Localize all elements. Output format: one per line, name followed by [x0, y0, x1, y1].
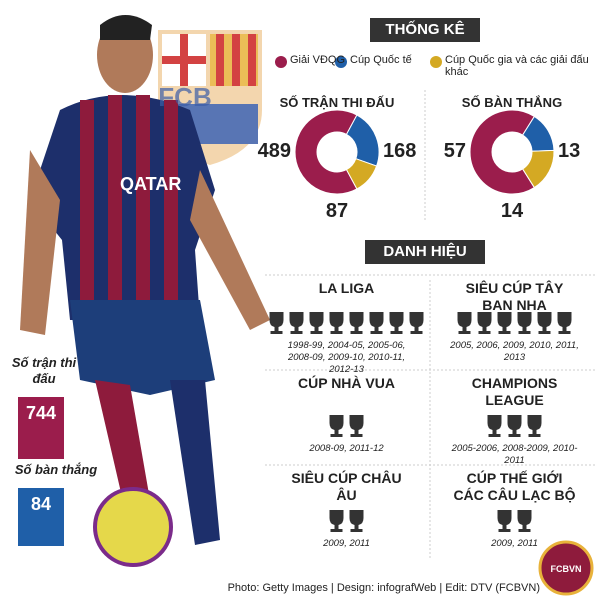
- donut-value: 489: [257, 140, 291, 162]
- legend-swatch: [430, 56, 442, 68]
- legend-swatch: [335, 56, 347, 68]
- crest-text: FCB: [158, 82, 211, 112]
- trophy: [537, 312, 552, 334]
- legend-label: Giải VĐQG: [290, 54, 346, 66]
- trophy: [457, 312, 472, 334]
- legend-label: Cúp Quốc gia và các giải đấu khác: [445, 54, 589, 78]
- trophy: [309, 312, 324, 334]
- trophy: [409, 312, 424, 334]
- trophy: [329, 510, 344, 532]
- total-label: Số bàn thắng: [14, 462, 98, 477]
- honour-years: 2005, 2006, 2009, 2010, 2011, 2013: [450, 340, 579, 363]
- trophy: [329, 415, 344, 437]
- donut-value: 57: [443, 140, 466, 162]
- trophy: [369, 312, 384, 334]
- trophy: [497, 312, 512, 334]
- fan-badge-text: FCBVN: [551, 564, 582, 574]
- legend-label: Cúp Quốc tế: [350, 54, 412, 66]
- credits: Photo: Getty Images | Design: infografWe…: [227, 582, 540, 594]
- trophy: [477, 312, 492, 334]
- sponsor: QATAR: [120, 174, 181, 194]
- trophy: [517, 312, 532, 334]
- total-value: 744: [18, 397, 64, 459]
- stats-title: THỐNG KÊ: [370, 18, 480, 42]
- player-illustration: [20, 15, 270, 567]
- trophy: [487, 415, 502, 437]
- honour-name: CHAMPIONS LEAGUE: [471, 375, 558, 408]
- honour-years: 2005-2006, 2008-2009, 2010-2011: [451, 443, 578, 466]
- trophy: [389, 312, 404, 334]
- donut-value: 13: [558, 140, 581, 162]
- donut-value: 14: [500, 200, 524, 222]
- donut-segment: [521, 149, 555, 189]
- donut-value: 168: [383, 140, 417, 162]
- trophy: [497, 510, 512, 532]
- trophy: [527, 415, 542, 437]
- honour-years: 1998-99, 2004-05, 2005-06, 2008-09, 2009…: [287, 340, 406, 375]
- trophy: [349, 415, 364, 437]
- honours-title: DANH HIỆU: [365, 240, 485, 264]
- honour-name: LA LIGA: [318, 280, 375, 296]
- donut-value: 87: [325, 200, 349, 222]
- trophy: [507, 415, 522, 437]
- legend-swatch: [275, 56, 287, 68]
- honour-name: CÚP THẾ GIỚI CÁC CÂU LẠC BỘ: [453, 470, 576, 503]
- trophy: [557, 312, 572, 334]
- donut-segment: [469, 109, 536, 195]
- trophy: [349, 510, 364, 532]
- honour-years: 2009, 2011: [491, 538, 538, 549]
- trophy: [329, 312, 344, 334]
- honour-name: SIÊU CÚP TÂY BAN NHA: [465, 280, 564, 313]
- trophy: [517, 510, 532, 532]
- honour-years: 2008-09, 2011-12: [309, 443, 384, 454]
- chart-title: SỐ BÀN THẮNG: [461, 95, 563, 110]
- trophy: [289, 312, 304, 334]
- honour-name: CÚP NHÀ VUA: [298, 375, 395, 391]
- honour-name: SIÊU CÚP CHÂU ÂU: [291, 470, 402, 503]
- chart-title: SỐ TRẬN THI ĐẤU: [279, 95, 395, 110]
- trophy: [349, 312, 364, 334]
- total-label: Số trận thi đấu: [11, 355, 77, 386]
- fan-badge: [538, 540, 594, 596]
- trophy: [269, 312, 284, 334]
- honour-years: 2009, 2011: [323, 538, 370, 549]
- donut-segment: [345, 158, 378, 190]
- total-value: 84: [18, 488, 64, 546]
- donut-segment: [294, 109, 358, 195]
